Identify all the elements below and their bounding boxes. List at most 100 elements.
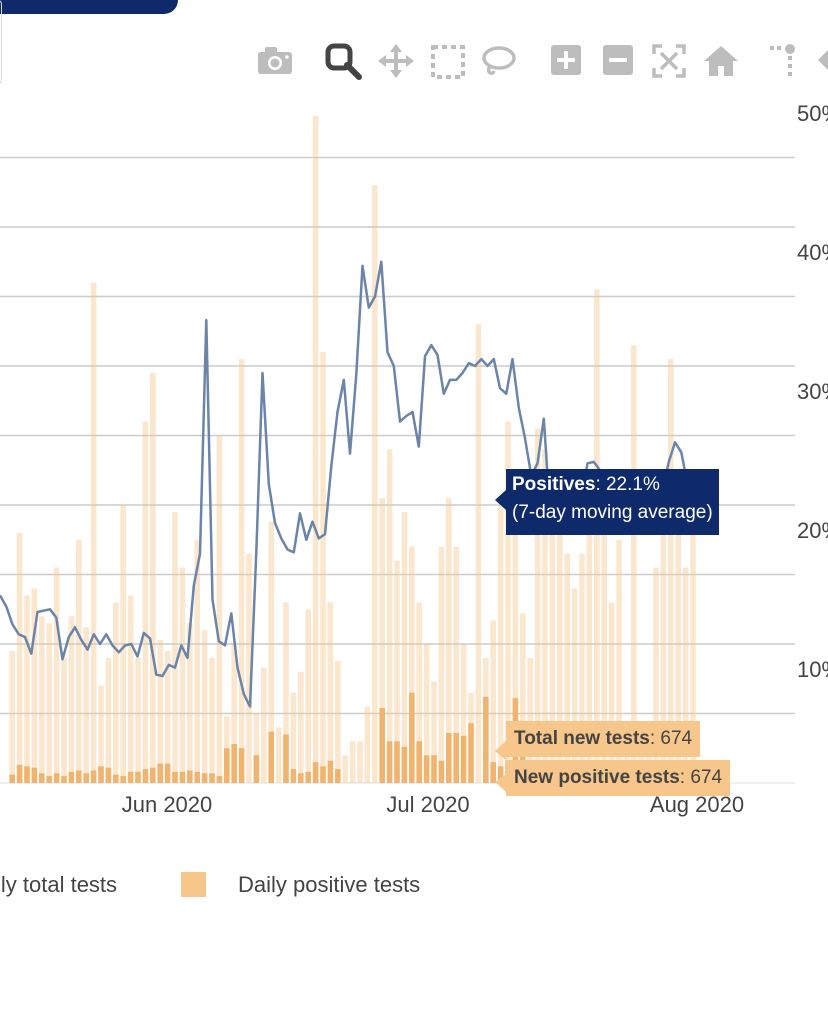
legend-item-total-tests[interactable]: ily total tests (0, 870, 117, 900)
total-tests-bar[interactable] (253, 713, 260, 784)
positive-tests-bar[interactable] (127, 771, 134, 783)
total-tests-bar[interactable] (179, 567, 186, 783)
positive-tests-bar[interactable] (453, 732, 459, 783)
positive-tests-bar[interactable] (98, 766, 104, 783)
total-tests-bar[interactable] (113, 602, 119, 783)
total-tests-bar[interactable] (549, 498, 556, 783)
total-tests-bar[interactable] (305, 609, 311, 783)
total-tests-bar[interactable] (490, 620, 496, 783)
total-tests-bar[interactable] (135, 657, 141, 783)
total-tests-bar[interactable] (194, 539, 200, 783)
positive-tests-bar[interactable] (83, 773, 89, 783)
total-tests-bar[interactable] (586, 491, 593, 783)
total-tests-bar[interactable] (298, 671, 304, 783)
positive-tests-bar[interactable] (16, 764, 23, 783)
positive-tests-bar[interactable] (438, 760, 445, 783)
total-tests-bar[interactable] (39, 616, 45, 783)
total-tests-bar[interactable] (401, 511, 408, 783)
positive-tests-bar[interactable] (394, 741, 400, 783)
total-tests-bar[interactable] (668, 359, 674, 783)
total-tests-bar[interactable] (453, 546, 459, 783)
total-tests-bar[interactable] (327, 602, 334, 783)
spike-lines-icon[interactable] (770, 44, 795, 76)
positive-tests-bar[interactable] (135, 771, 141, 783)
total-tests-bar[interactable] (690, 484, 696, 783)
total-tests-bar[interactable] (172, 511, 178, 783)
positive-tests-bar[interactable] (194, 771, 200, 783)
positive-tests-bar[interactable] (24, 766, 30, 783)
positive-tests-bar[interactable] (446, 732, 452, 783)
positive-tests-bar[interactable] (53, 773, 60, 783)
total-tests-bar[interactable] (342, 755, 348, 783)
positive-tests-bar[interactable] (238, 748, 245, 783)
total-tests-bar[interactable] (579, 553, 585, 783)
positive-tests-bar[interactable] (216, 776, 223, 783)
total-tests-bar[interactable] (142, 421, 149, 783)
total-tests-bar[interactable] (68, 616, 75, 783)
positive-tests-bar[interactable] (320, 766, 326, 783)
total-tests-bar[interactable] (460, 644, 467, 783)
positive-tests-bar[interactable] (305, 771, 311, 783)
total-tests-bar[interactable] (246, 553, 252, 783)
total-tests-bar[interactable] (594, 289, 600, 783)
autoscale-icon[interactable] (652, 44, 686, 78)
total-tests-bar[interactable] (261, 667, 267, 783)
total-tests-bar[interactable] (16, 532, 23, 783)
positive-tests-bar[interactable] (312, 762, 319, 783)
total-tests-bar[interactable] (497, 505, 504, 783)
total-tests-bar[interactable] (394, 560, 400, 783)
positive-tests-bar[interactable] (379, 707, 385, 783)
positive-tests-bar[interactable] (468, 723, 474, 783)
positive-tests-bar[interactable] (253, 755, 260, 783)
total-tests-bar[interactable] (557, 491, 563, 783)
positive-tests-bar[interactable] (431, 755, 437, 783)
positive-tests-bar[interactable] (31, 767, 38, 783)
positive-tests-bar[interactable] (231, 744, 237, 783)
positive-tests-bar[interactable] (290, 769, 297, 783)
total-tests-bar[interactable] (520, 613, 526, 783)
total-tests-bar[interactable] (386, 449, 393, 783)
positive-tests-bar[interactable] (490, 762, 496, 783)
total-tests-bar[interactable] (53, 567, 60, 783)
positive-tests-bar[interactable] (172, 771, 178, 783)
total-tests-bar[interactable] (187, 623, 193, 783)
total-tests-bar[interactable] (660, 532, 667, 783)
positive-tests-bar[interactable] (268, 731, 274, 783)
positive-tests-bar[interactable] (179, 771, 186, 783)
positive-tests-bar[interactable] (39, 773, 45, 783)
camera-icon[interactable] (258, 47, 292, 74)
positive-tests-bar[interactable] (164, 763, 171, 783)
total-tests-bar[interactable] (61, 657, 67, 783)
total-tests-bar[interactable] (268, 521, 274, 783)
total-tests-bar[interactable] (120, 505, 126, 783)
total-tests-bar[interactable] (290, 692, 297, 783)
positive-tests-bar[interactable] (76, 770, 82, 783)
total-tests-bar[interactable] (216, 435, 223, 784)
total-tests-bar[interactable] (564, 553, 570, 783)
positive-tests-bar[interactable] (327, 760, 334, 783)
total-tests-bar[interactable] (379, 498, 385, 783)
pan-icon[interactable] (378, 44, 414, 78)
total-tests-bar[interactable] (608, 602, 615, 783)
positive-tests-bar[interactable] (401, 746, 408, 783)
total-tests-bar[interactable] (512, 532, 519, 783)
positive-tests-bar[interactable] (460, 735, 467, 783)
total-tests-bar[interactable] (601, 532, 607, 783)
total-tests-bar[interactable] (105, 657, 112, 783)
positive-tests-bar[interactable] (298, 773, 304, 783)
legend-item-positive-tests[interactable]: Daily positive tests (181, 870, 461, 900)
total-tests-bar[interactable] (675, 477, 681, 783)
total-tests-bar[interactable] (423, 644, 430, 783)
total-tests-bar[interactable] (349, 741, 356, 783)
zoom-out-icon[interactable] (603, 45, 633, 75)
total-tests-bar[interactable] (76, 539, 82, 783)
total-tests-bar[interactable] (238, 359, 245, 783)
total-tests-bar[interactable] (157, 639, 163, 783)
positive-tests-bar[interactable] (142, 769, 149, 783)
total-tests-bar[interactable] (534, 428, 541, 783)
positive-tests-bar[interactable] (157, 763, 163, 783)
total-tests-bar[interactable] (127, 595, 134, 783)
positive-tests-bar[interactable] (224, 748, 230, 783)
total-tests-bar[interactable] (209, 657, 215, 783)
reset-axes-icon[interactable] (704, 46, 738, 76)
